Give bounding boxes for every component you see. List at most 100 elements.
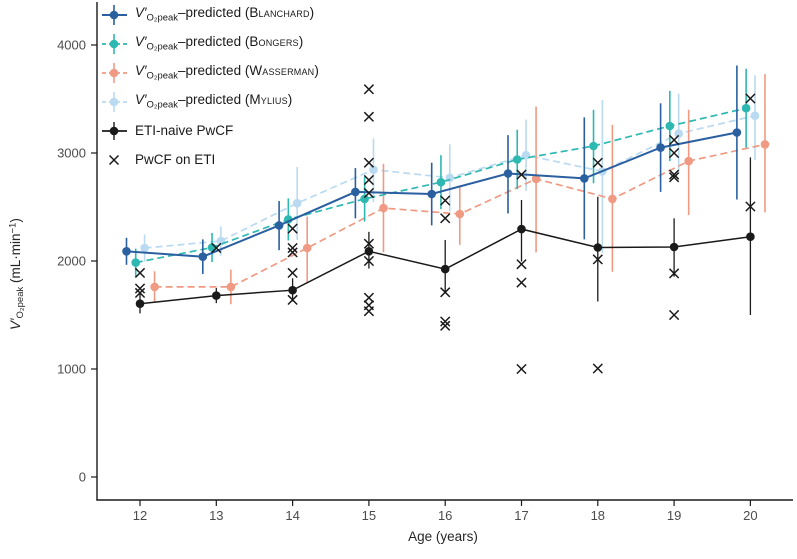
x-marker (440, 213, 451, 224)
x-marker (287, 242, 298, 254)
x-marker (211, 242, 222, 254)
data-point (369, 165, 378, 174)
x-marker (363, 84, 375, 95)
data-point (741, 103, 751, 113)
legend-key-x-marker-icon (108, 154, 120, 165)
data-point (122, 247, 131, 256)
legend-author: Wasserman (249, 63, 315, 79)
legend-vdot: V′ (135, 34, 147, 50)
x-marker (134, 283, 146, 294)
legend-sub: O₂peak (146, 12, 179, 24)
series-wasserman (150, 74, 770, 305)
data-point (131, 258, 140, 267)
x-marker (592, 157, 603, 168)
legend-sub: O₂peak (146, 99, 179, 111)
x-marker (745, 93, 756, 104)
x-marker (363, 292, 375, 303)
data-point (379, 203, 388, 213)
x-marker (440, 316, 451, 327)
data-point (212, 291, 221, 300)
legend-mid: –predicted ( (178, 63, 250, 79)
data-point (746, 232, 755, 241)
legend-label: V′O₂peak–predicted (Bongers) (135, 34, 303, 52)
data-point (292, 198, 302, 208)
legend-close: ) (287, 92, 293, 108)
data-point (669, 242, 679, 252)
legend-mid: –predicted ( (178, 34, 250, 50)
x-marker (668, 147, 680, 159)
series-line (135, 107, 747, 264)
x-marker (363, 187, 375, 199)
legend-key-errorbar-dot-icon (102, 33, 127, 54)
data-point (589, 141, 598, 151)
x-marker (440, 320, 451, 331)
legend-author: Mylius (249, 92, 288, 108)
legend-label: V′O₂peak–predicted (Blanchard) (135, 5, 314, 23)
legend-key-errorbar-dot-icon (102, 4, 127, 25)
data-point (593, 243, 603, 252)
legend: V′O₂peak–predicted (Blanchard) V′O₂peak–… (100, 0, 319, 174)
data-point (684, 156, 693, 166)
series-blanchard (122, 65, 742, 274)
x-marker (287, 267, 298, 279)
data-point (140, 243, 149, 253)
legend-text: ETI-naive PwCF (135, 123, 234, 138)
x-marker (363, 306, 375, 317)
legend-label: ETI-naive PwCF (135, 123, 233, 138)
data-point (531, 174, 541, 184)
y-tick-label: 1000 (57, 362, 86, 377)
y-title-close: ) (8, 218, 23, 223)
x-tick-label: 17 (514, 508, 528, 523)
x-marker (363, 255, 375, 267)
x-tick-label: 19 (667, 508, 681, 523)
x-marker (363, 111, 375, 122)
legend-sub: O₂peak (146, 41, 179, 53)
x-marker (287, 223, 298, 234)
x-tick-label: 18 (591, 508, 605, 523)
x-tick-label: 15 (362, 508, 376, 523)
x-axis-title: Age (years) (408, 529, 478, 544)
legend-close: ) (298, 34, 304, 50)
x-marker (134, 267, 146, 279)
scatter-pwcf-on-eti (134, 84, 756, 375)
legend-label: PwCF on ETI (135, 152, 215, 167)
x-tick-label: 14 (285, 508, 299, 523)
legend-vdot: V′ (135, 63, 147, 79)
axis-ticks: 12 13 14 15 16 17 18 19 20 0 1000 2000 3000 4000 (57, 38, 758, 524)
legend-author: Bongers (249, 34, 299, 50)
series-mylius (140, 75, 760, 262)
x-tick-label: 16 (438, 508, 452, 523)
x-tick-label: 20 (743, 508, 757, 523)
data-point (656, 143, 665, 152)
legend-item-wasserman: V′O₂peak–predicted (Wasserman) (100, 58, 319, 87)
data-point (760, 140, 770, 149)
data-point (302, 243, 312, 253)
legend-vdot: V′ (135, 92, 147, 108)
data-point (440, 264, 450, 274)
x-marker (440, 287, 451, 298)
x-marker (745, 201, 756, 212)
x-marker (516, 277, 527, 288)
data-point (674, 129, 683, 138)
legend-vdot: V′ (135, 5, 147, 21)
x-marker (668, 309, 680, 321)
data-point (665, 121, 675, 131)
data-point (135, 299, 145, 309)
x-tick-label: 12 (133, 508, 147, 523)
data-point (436, 177, 446, 187)
legend-item-pwcf-on-eti: PwCF on ETI (100, 145, 319, 174)
x-marker (516, 169, 527, 180)
x-marker (363, 157, 375, 168)
x-marker (516, 259, 527, 270)
legend-label: V′O₂peak–predicted (Wasserman) (135, 63, 319, 81)
x-marker (287, 294, 298, 306)
data-point (198, 252, 208, 261)
data-point (360, 194, 369, 204)
x-marker (668, 172, 680, 183)
x-marker (668, 169, 680, 180)
y-tick-label: 2000 (57, 254, 86, 269)
x-marker (440, 195, 451, 206)
legend-item-blanchard: V′O₂peak–predicted (Blanchard) (100, 0, 319, 29)
